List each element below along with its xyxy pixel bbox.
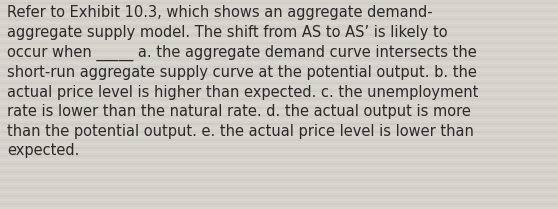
Bar [0,34,558,36]
Bar [0,94,558,97]
Bar [0,78,558,80]
Bar [0,90,558,92]
Bar [0,18,558,20]
Bar [0,175,558,177]
Bar [0,14,558,16]
Bar [0,187,558,189]
Text: Refer to Exhibit 10.3, which shows an aggregate demand-
aggregate supply model. : Refer to Exhibit 10.3, which shows an ag… [7,5,479,158]
Bar [0,183,558,185]
Bar [0,139,558,141]
Bar [0,119,558,121]
Bar [0,179,558,181]
Bar [0,155,558,157]
Bar [0,203,558,205]
Bar [0,115,558,117]
Bar [0,171,558,173]
Bar [0,199,558,201]
Bar [0,123,558,125]
Bar [0,22,558,24]
Bar [0,147,558,149]
Bar [0,42,558,44]
Bar [0,135,558,137]
Bar [0,2,558,4]
Bar [0,107,558,108]
Bar [0,86,558,88]
Bar [0,46,558,48]
Bar [0,10,558,12]
Bar [0,30,558,32]
Bar [0,195,558,197]
Bar [0,26,558,28]
Bar [0,102,558,104]
Bar [0,38,558,40]
Bar [0,54,558,56]
Bar [0,163,558,165]
Bar [0,62,558,64]
Bar [0,98,558,101]
Bar [0,143,558,145]
Bar [0,207,558,209]
Bar [0,111,558,112]
Bar [0,82,558,84]
Bar [0,70,558,72]
Bar [0,74,558,76]
Bar [0,131,558,133]
Bar [0,159,558,161]
Bar [0,127,558,129]
Bar [0,151,558,153]
Bar [0,66,558,68]
Bar [0,58,558,60]
Bar [0,6,558,8]
Bar [0,50,558,52]
Bar [0,191,558,193]
Bar [0,167,558,169]
